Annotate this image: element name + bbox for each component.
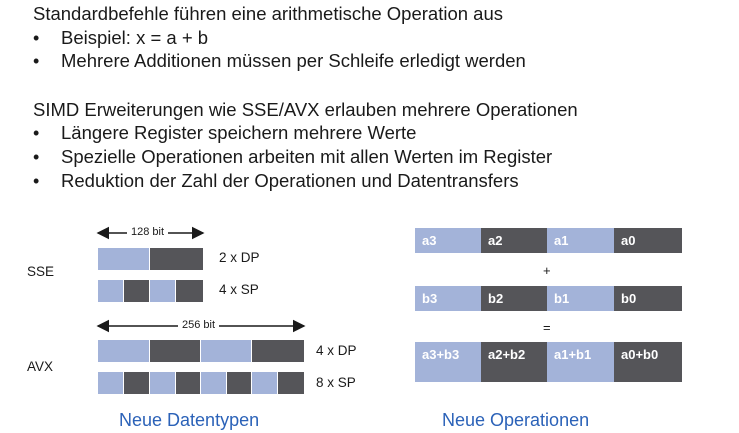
simd-bullet-2: Spezielle Operationen arbeiten mit allen… xyxy=(61,146,553,167)
sse-sp-lane xyxy=(124,280,149,302)
avx-dp-lane xyxy=(201,340,251,362)
sse-sp-label: 4 x SP xyxy=(219,282,259,297)
intro-bullet-2: Mehrere Additionen müssen per Schleife e… xyxy=(61,50,526,71)
avx-dp-label: 4 x DP xyxy=(316,343,357,358)
sse-dp-lane xyxy=(150,248,203,270)
avx-width-label: 256 bit xyxy=(178,319,220,331)
op-cell-b1: b1 xyxy=(547,286,614,311)
op-cell-a3: a3 xyxy=(415,228,481,253)
op-cell-sum1: a1+b1 xyxy=(547,342,614,382)
op-cell-sum0: a0+b0 xyxy=(614,342,682,382)
operations-caption: Neue Operationen xyxy=(442,410,590,430)
bullet-icon: • xyxy=(33,171,40,191)
equals-sign: = xyxy=(543,320,551,335)
sse-dp-label: 2 x DP xyxy=(219,250,260,265)
avx-sp-lane xyxy=(176,372,200,394)
avx-sp-lane xyxy=(124,372,149,394)
bullet-icon: • xyxy=(33,123,40,143)
op-cell-b3: b3 xyxy=(415,286,481,311)
op-cell-sum2: a2+b2 xyxy=(481,342,547,382)
op-cell-sum3: a3+b3 xyxy=(415,342,481,382)
op-cell-a0: a0 xyxy=(614,228,682,253)
simd-bullet-1: Längere Register speichern mehrere Werte xyxy=(61,122,417,143)
sse-dp-lane xyxy=(98,248,149,270)
plus-sign: + xyxy=(543,263,551,278)
op-cell-a1: a1 xyxy=(547,228,614,253)
avx-sp-lane xyxy=(252,372,277,394)
op-cell-a2: a2 xyxy=(481,228,547,253)
sse-label: SSE xyxy=(27,264,55,279)
sse-sp-lane xyxy=(150,280,175,302)
simd-bullet-3: Reduktion der Zahl der Operationen und D… xyxy=(61,170,519,191)
simd-heading: SIMD Erweiterungen wie SSE/AVX erlauben … xyxy=(33,99,578,120)
intro-bullet-1: Beispiel: x = a + b xyxy=(61,27,209,48)
avx-sp-lane xyxy=(98,372,123,394)
bullet-icon: • xyxy=(33,51,40,71)
sse-sp-lane xyxy=(176,280,203,302)
intro-heading: Standardbefehle führen eine arithmetisch… xyxy=(33,3,503,24)
sse-sp-lane xyxy=(98,280,123,302)
avx-sp-lane xyxy=(227,372,251,394)
datatypes-caption: Neue Datentypen xyxy=(119,410,260,430)
avx-sp-lane xyxy=(278,372,304,394)
op-cell-b0: b0 xyxy=(614,286,682,311)
avx-dp-lane xyxy=(252,340,304,362)
avx-dp-lane xyxy=(150,340,200,362)
bullet-icon: • xyxy=(33,28,40,48)
avx-label: AVX xyxy=(27,359,54,374)
avx-sp-label: 8 x SP xyxy=(316,375,356,390)
bullet-icon: • xyxy=(33,147,40,167)
op-cell-b2: b2 xyxy=(481,286,547,311)
avx-sp-lane xyxy=(150,372,175,394)
sse-width-label: 128 bit xyxy=(127,226,169,238)
avx-dp-lane xyxy=(98,340,149,362)
avx-sp-lane xyxy=(201,372,226,394)
